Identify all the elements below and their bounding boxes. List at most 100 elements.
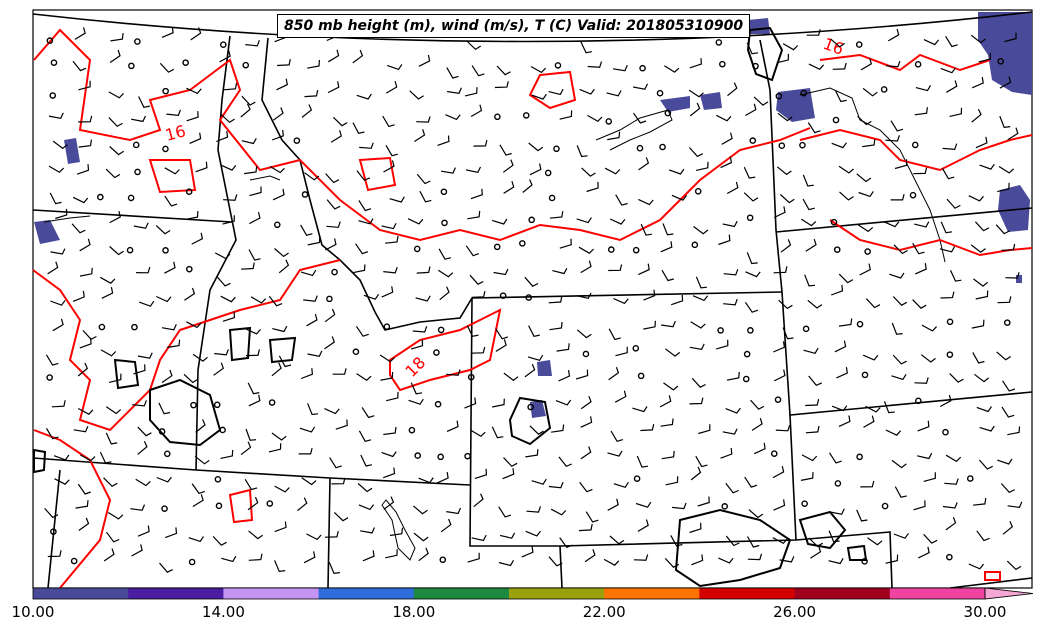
- calm-wind-marker: [909, 191, 917, 199]
- wind-barb: [580, 446, 592, 460]
- wind-barb: [549, 210, 564, 219]
- wind-barb: [245, 39, 260, 47]
- wind-barb: [437, 135, 450, 146]
- wind-barb: [278, 259, 290, 274]
- wind-barb: [446, 369, 461, 376]
- wind-barb: [661, 269, 674, 282]
- wind-barb: [607, 498, 619, 511]
- calm-wind-marker: [548, 194, 556, 202]
- wind-barb: [161, 26, 174, 38]
- wind-barb: [585, 511, 599, 523]
- contour-label-16-west: 16: [163, 121, 188, 145]
- wind-barb: [831, 405, 848, 412]
- wind-barb: [271, 362, 282, 377]
- wind-barb: [524, 363, 536, 378]
- wind-barb: [531, 93, 547, 100]
- wind-barb: [975, 136, 988, 149]
- wind-barb: [48, 165, 65, 174]
- calm-wind-marker: [861, 558, 868, 565]
- wind-barb: [1006, 560, 1022, 571]
- wind-barb: [325, 238, 337, 251]
- calm-wind-marker: [437, 326, 445, 334]
- wind-barb: [385, 81, 398, 94]
- wind-barb: [381, 223, 397, 230]
- wind-barb: [1001, 406, 1015, 418]
- wind-barb: [636, 455, 649, 468]
- wind-barb: [808, 63, 825, 71]
- wind-barb: [524, 276, 539, 287]
- calm-wind-marker: [800, 89, 808, 97]
- wind-barb: [835, 90, 847, 103]
- wind-barb: [998, 165, 1015, 174]
- wind-barb: [609, 535, 625, 545]
- wind-barb: [778, 299, 793, 310]
- wind-barb: [249, 186, 262, 197]
- wind-barb: [691, 554, 704, 566]
- wind-barb: [887, 28, 900, 42]
- wind-barb: [614, 390, 627, 403]
- wind-barb: [726, 371, 740, 381]
- wind-barb: [529, 163, 542, 176]
- wind-barb: [939, 394, 952, 408]
- wind-barb: [668, 168, 685, 175]
- wind-barb: [466, 40, 482, 51]
- wind-barb: [1002, 520, 1014, 535]
- calm-wind-marker: [128, 62, 135, 70]
- calm-wind-marker: [633, 475, 641, 482]
- wind-barb: [975, 290, 989, 300]
- wind-barb: [491, 426, 504, 439]
- wind-barb: [328, 562, 340, 575]
- wind-barb: [834, 340, 847, 353]
- wind-barb: [325, 173, 340, 184]
- calm-wind-marker: [437, 453, 444, 461]
- colorbar-tick-label: 18.00: [392, 603, 436, 621]
- wind-barb: [635, 501, 652, 508]
- wind-barb: [441, 167, 456, 174]
- calm-wind-marker: [554, 62, 562, 69]
- calm-wind-marker: [134, 38, 141, 45]
- wind-barb: [550, 508, 567, 516]
- calm-wind-marker: [855, 41, 863, 48]
- wind-barb: [860, 480, 875, 488]
- calm-wind-marker: [273, 221, 281, 229]
- wind-barb: [558, 369, 571, 382]
- wind-barb: [438, 248, 451, 260]
- calm-wind-marker: [499, 292, 507, 299]
- wind-barb: [632, 83, 649, 90]
- wind-barb: [970, 34, 986, 44]
- colorbar-tick-label: 22.00: [582, 603, 626, 621]
- wind-barb: [978, 52, 992, 63]
- wind-barb: [662, 223, 674, 236]
- wind-barb: [976, 530, 990, 542]
- calm-wind-marker: [413, 245, 421, 253]
- wind-barb: [525, 449, 539, 458]
- wind-barb: [71, 223, 86, 234]
- wind-barb: [552, 268, 568, 275]
- wind-barb: [665, 476, 679, 486]
- wind-barb: [216, 131, 229, 143]
- colorbar-segment: [889, 588, 986, 599]
- wind-barb: [498, 560, 515, 567]
- wind-barb: [381, 451, 397, 458]
- calm-wind-marker: [441, 219, 448, 227]
- wind-barb: [689, 102, 701, 117]
- wind-barb: [772, 465, 785, 479]
- wind-barb: [832, 62, 847, 70]
- wind-barb: [750, 399, 765, 410]
- wind-barb: [638, 157, 650, 171]
- wind-barb: [802, 174, 814, 187]
- wind-barb: [355, 243, 369, 255]
- wind-barb: [131, 544, 143, 557]
- calm-wind-marker: [743, 350, 751, 358]
- wind-barb: [858, 191, 874, 198]
- wind-barb: [578, 246, 595, 254]
- wind-barb: [49, 192, 62, 205]
- wind-barb: [580, 416, 593, 428]
- calm-wind-marker: [719, 60, 726, 68]
- wind-barb: [492, 398, 505, 408]
- calm-wind-marker: [98, 323, 106, 331]
- wind-barb: [386, 391, 399, 402]
- wind-barb: [923, 39, 940, 46]
- wind-barb: [807, 122, 821, 134]
- wind-barb: [240, 103, 251, 118]
